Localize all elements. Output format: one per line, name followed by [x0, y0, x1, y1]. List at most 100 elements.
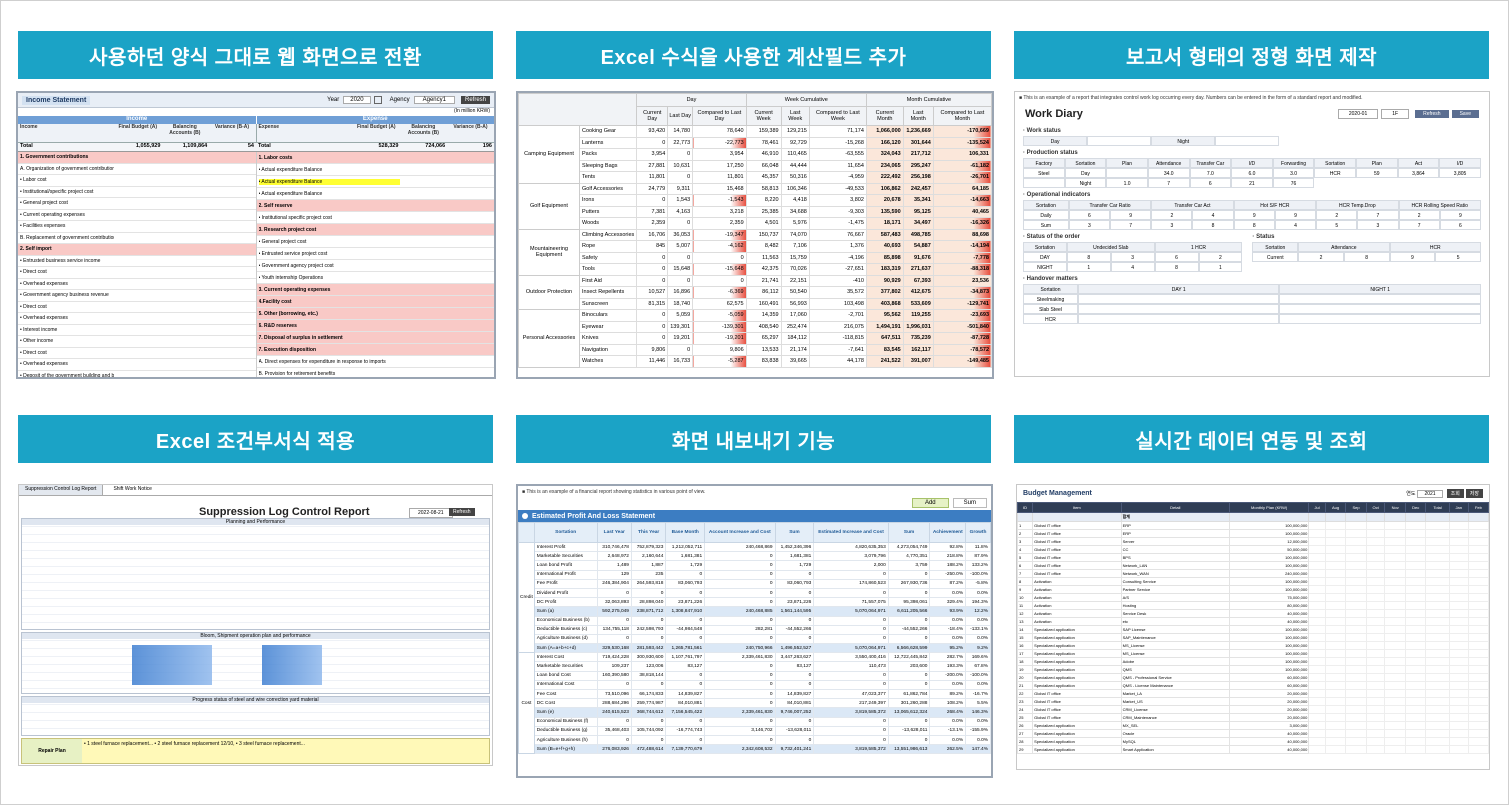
budget-cell [1404, 673, 1427, 682]
kpi-cell: 18,740 [667, 297, 694, 310]
budget-cell [1324, 625, 1347, 634]
planning-section: Planning and Performance [21, 518, 490, 630]
fin-cell: 0 [630, 587, 667, 599]
order-status-wrap: · Status of the order Sortation Undecided … [1023, 230, 1481, 272]
fin-cell: 0 [704, 679, 776, 691]
expense-row-label: 7. Disposal of surplus in settlement [258, 334, 343, 341]
wd-row: Night 1.0 7 6 21 76 [1023, 178, 1481, 188]
budget-cell [1365, 633, 1386, 642]
date-select[interactable]: 2022-08-21 [409, 508, 453, 518]
fin-cell: 0 [887, 734, 931, 746]
income-row-label: • Overhead expenses [20, 315, 68, 322]
expense-row-label: 2. Self reserve [258, 202, 293, 209]
refresh-button[interactable]: Refresh [1415, 110, 1449, 118]
refresh-button[interactable]: Refresh [460, 96, 490, 104]
date-select[interactable]: 2020-01 [1337, 109, 1379, 119]
budget-cell [1345, 689, 1367, 698]
budget-cell: 22 [1017, 689, 1034, 698]
kpi-cell: -23,693 [932, 309, 992, 322]
fin-cell: 9.2% [965, 643, 991, 654]
calendar-icon[interactable] [373, 96, 382, 104]
year-select[interactable]: 2021 [1417, 489, 1443, 498]
agency-select[interactable]: Agency1 [413, 96, 455, 104]
fin-row: Deductible Business (g) 35,468,403 105,744… [519, 725, 991, 736]
total-budget: 1,055,929 [135, 143, 161, 149]
kpi-cell: Tents [578, 171, 638, 184]
budget-cell: 3,000,000 [1228, 721, 1310, 730]
add-button[interactable]: Add [911, 498, 949, 508]
fin-col-7: Sum [887, 522, 931, 543]
kpi-cell: 845 [636, 240, 669, 253]
fin-cell: -250.0% [929, 569, 967, 580]
budget-cell [1384, 665, 1406, 674]
kpi-cell: 95,562 [865, 309, 904, 322]
budget-row: 2 Global IT office ERP 100,000,000 [1017, 529, 1489, 538]
kpi-cell: 0 [692, 251, 747, 264]
save-button[interactable]: Save [1451, 110, 1479, 118]
income-row-label: • Other income [20, 338, 54, 345]
expense-row: • Youth internship Operations [256, 272, 494, 284]
fin-cell: 3,819,585,372 [813, 744, 889, 755]
fin-cell: 0 [704, 688, 776, 700]
budget-cell [1384, 617, 1406, 626]
fin-cell: 1,887 [630, 560, 667, 571]
budget-cell: 40,000,000 [1228, 617, 1310, 626]
tab-shift-work[interactable]: Shift Work Notice [113, 486, 152, 492]
budget-cell [1448, 729, 1469, 738]
budget-cell [1467, 601, 1489, 610]
shift-select[interactable]: 1F [1381, 109, 1410, 119]
kpi-cell: -15,268 [808, 136, 867, 149]
budget-cell [1467, 585, 1489, 594]
budget-cell: Specialized application [1032, 633, 1122, 642]
wd-cell [1279, 304, 1481, 314]
wd-cell: 3 [1151, 220, 1193, 230]
kpi-cell: -135,524 [932, 136, 992, 149]
fin-cell: -13,628,011 [887, 725, 931, 736]
wd-cell: Sortation [1252, 242, 1299, 252]
budget-cell [1365, 745, 1386, 754]
fin-cell: 259,774,987 [630, 698, 667, 709]
year-select[interactable]: 2020 [343, 96, 371, 104]
kpi-cell: 1,376 [808, 240, 867, 253]
expense-row: 7. Disposal of surplus in settlement [256, 332, 494, 344]
budget-col-5: Aug [1324, 502, 1347, 513]
refresh-button[interactable]: Refresh [449, 508, 475, 516]
repair-text: • 1 steel furnace replacement... • 2 ste… [84, 741, 305, 747]
budget-cell [1324, 673, 1347, 682]
kpi-cell: 22,151 [780, 274, 810, 287]
income-row-label: • Labor cost [20, 177, 47, 184]
kpi-cell: 67,393 [902, 274, 934, 287]
tab-suppression-log[interactable]: Suppression Control Log Report [19, 485, 104, 495]
work-diary-title: Work Diary [1025, 108, 1083, 120]
income-row-label: • Overhead expenses [20, 361, 68, 368]
kpi-cell: -4,196 [808, 251, 867, 264]
expense-header: Expense [255, 116, 494, 124]
kpi-cell: 78,461 [745, 136, 782, 149]
fin-cell: 5,070,064,971 [813, 643, 889, 654]
fin-cell: 0 [887, 633, 931, 645]
search-button[interactable]: 조회 [1446, 489, 1464, 498]
sum-button[interactable]: Sum [952, 498, 987, 508]
wd-cell: NIGHT [1023, 262, 1067, 272]
kpi-row: Mountaineering Equipment Climbing Accesso… [518, 228, 992, 276]
kpi-cell: 50,540 [780, 286, 810, 299]
kpi-cell: -19,347 [692, 228, 747, 241]
planning-section-label: Planning and Performance [22, 519, 489, 525]
budget-row: 23 Global IT office Market_US 20,000,000 [1017, 697, 1489, 706]
budget-cell [1345, 633, 1367, 642]
save-button[interactable]: 저장 [1465, 489, 1483, 498]
fin-cell: Economical Business (b) [533, 615, 598, 626]
kpi-cell: 184,112 [780, 332, 810, 345]
budget-row: 14 Specialized application SAP License 100,… [1017, 625, 1489, 634]
fin-cell: 1,681,381 [774, 551, 815, 562]
kpi-cell: 377,802 [865, 286, 904, 299]
fin-cell: 4,273,054,749 [887, 541, 931, 553]
budget-cell [1467, 512, 1489, 522]
budget-cell: 40,000,000 [1228, 609, 1310, 618]
budget-row: 13 Activation etc 40,000,000 [1017, 617, 1489, 626]
expense-row-label: 5. Other (borrowing, etc.) [258, 310, 318, 317]
kpi-cell: 86,112 [745, 286, 782, 299]
budget-cell [1384, 633, 1406, 642]
budget-cell [1384, 529, 1406, 538]
budget-cell [1308, 585, 1326, 594]
